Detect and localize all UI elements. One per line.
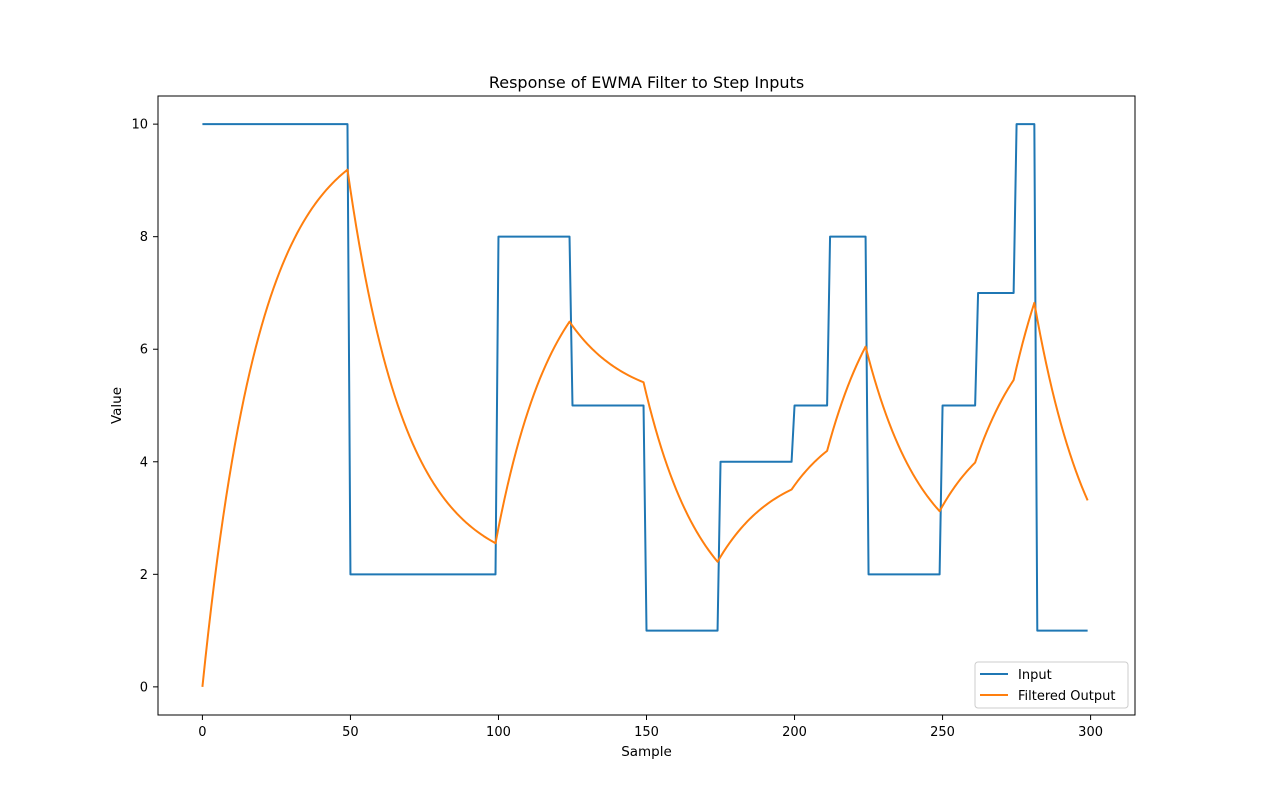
y-tick-label: 2 xyxy=(140,568,148,583)
x-tick-label: 0 xyxy=(198,725,206,740)
y-tick-label: 8 xyxy=(140,230,148,245)
y-axis: 0 2 4 6 8 10 xyxy=(131,118,158,695)
y-tick-label: 0 xyxy=(140,680,148,695)
x-axis-label: Sample xyxy=(621,744,672,760)
y-axis-label: Value xyxy=(109,387,125,424)
x-tick-label: 250 xyxy=(930,725,955,740)
x-axis: 0 50 100 150 200 250 300 xyxy=(198,715,1103,740)
series-input-line xyxy=(202,123,1088,632)
x-tick-label: 200 xyxy=(782,725,807,740)
y-tick-label: 6 xyxy=(140,343,148,358)
series-filtered-output-line xyxy=(201,168,1089,687)
series-layer xyxy=(201,123,1089,687)
legend-label-filtered-output: Filtered Output xyxy=(1018,689,1115,704)
x-tick-label: 100 xyxy=(486,725,511,740)
x-tick-label: 300 xyxy=(1078,725,1103,740)
legend: Input Filtered Output xyxy=(974,661,1129,709)
x-tick-label: 150 xyxy=(634,725,659,740)
legend-box xyxy=(974,661,1129,709)
chart-title: Response of EWMA Filter to Step Inputs xyxy=(489,73,804,92)
legend-label-input: Input xyxy=(1018,668,1052,683)
y-tick-label: 4 xyxy=(140,455,148,470)
x-tick-label: 50 xyxy=(342,725,359,740)
y-tick-label: 10 xyxy=(131,118,148,133)
